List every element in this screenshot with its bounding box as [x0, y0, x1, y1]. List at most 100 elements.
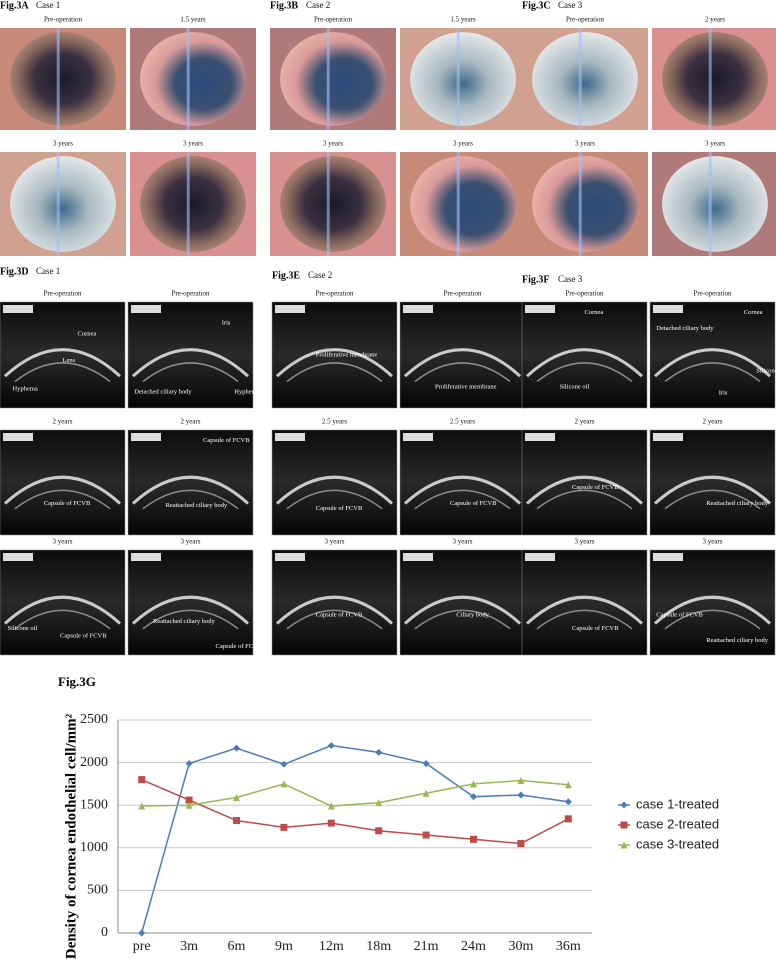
image-caption: 2 years: [52, 418, 72, 426]
echo-arc: [14, 489, 111, 510]
point: [327, 742, 335, 750]
gain-box: [3, 553, 33, 561]
image-caption: 3 years: [575, 140, 595, 148]
annotation: Capsule of FCVB: [572, 625, 619, 632]
point: [375, 827, 383, 835]
point: [470, 835, 477, 843]
series-line: [141, 779, 569, 807]
echo-arc: [14, 362, 111, 383]
ultrasound-image: [521, 301, 648, 409]
gain-box: [403, 553, 433, 561]
image-caption: 2 years: [702, 418, 722, 426]
annotation: Silicone oil: [560, 383, 590, 390]
echo-arc: [536, 489, 633, 510]
gain-box: [525, 305, 555, 313]
ultrasound-image: [127, 549, 254, 656]
ultrasound-image: [649, 549, 776, 656]
echo-arc: [664, 489, 761, 510]
echo-arc: [653, 475, 772, 505]
panel-case: Case 2: [308, 270, 332, 280]
point: [517, 840, 525, 848]
image-caption: 3 years: [183, 140, 203, 148]
image-caption: 3 years: [53, 140, 73, 148]
image-caption: Pre-operation: [171, 290, 210, 298]
echo-arc: [536, 362, 633, 383]
eye-iris: [532, 156, 638, 252]
image-caption: 3 years: [705, 140, 725, 148]
image-caption: Pre-operation: [565, 290, 604, 298]
annotation: Reattached ciliary body: [166, 502, 228, 509]
annotation: Capsule of FCVB: [44, 500, 91, 507]
image-caption: 1.5 years: [450, 16, 476, 24]
gain-box: [525, 553, 555, 561]
slit-beam: [578, 28, 582, 130]
image-caption: 2 years: [180, 418, 200, 426]
annotation: Proliferative membrane: [316, 351, 378, 358]
x-tick-label: 6m: [228, 939, 246, 954]
annotation: Capsule of FCVB: [316, 505, 363, 512]
panel-case: Case 2: [306, 0, 330, 10]
echo-arc: [142, 362, 239, 383]
chart-title: Fig.3G: [58, 674, 96, 689]
point: [375, 799, 383, 807]
eye-iris: [280, 32, 386, 126]
eye-iris: [10, 32, 116, 126]
echo-arc: [414, 489, 511, 510]
eye-iris: [140, 32, 246, 126]
slit-beam: [456, 152, 460, 256]
annotation: Iris: [719, 390, 728, 397]
ultrasound-image: [271, 429, 398, 536]
echo-arc: [3, 348, 122, 378]
gain-box: [525, 433, 555, 441]
ultrasound-image: [649, 429, 776, 536]
echo-arc: [286, 609, 383, 630]
panel-case: Case 1: [36, 266, 60, 276]
ultrasound-image: [271, 301, 398, 409]
eye-iris: [10, 156, 116, 252]
gain-box: [403, 305, 433, 313]
gain-box: [403, 433, 433, 441]
image-caption: 3 years: [453, 140, 473, 148]
echo-arc: [414, 362, 511, 383]
gain-box: [3, 305, 33, 313]
panel-case: Case 3: [558, 274, 583, 284]
panel-case: Case 3: [558, 0, 583, 10]
x-tick-label: pre: [133, 939, 151, 954]
legend-marker: [620, 821, 628, 829]
echo-arc: [142, 609, 239, 630]
ultrasound-image: [521, 549, 648, 656]
slit-beam: [708, 152, 712, 256]
y-axis-title: Density of cornea endothelial cell/mm²: [63, 713, 79, 959]
y-tick-label: 2000: [80, 755, 108, 770]
gain-box: [131, 553, 161, 561]
legend-marker: [620, 841, 628, 849]
echo-arc: [131, 475, 250, 505]
image-caption: 2.5 years: [322, 418, 348, 426]
echo-arc: [286, 489, 383, 510]
ultrasound-image: [649, 301, 776, 409]
annotation: Capsule of FCVB: [572, 484, 619, 491]
point: [327, 802, 335, 810]
point: [470, 793, 477, 801]
slit-beam: [578, 152, 582, 256]
echo-arc: [131, 348, 250, 378]
image-caption: 3 years: [702, 538, 722, 546]
slit-beam: [708, 28, 712, 130]
echo-arc: [525, 348, 644, 378]
gain-box: [653, 433, 683, 441]
slit-beam: [456, 28, 460, 130]
image-caption: 1.5 years: [180, 16, 206, 24]
gain-box: [275, 433, 305, 441]
eye-iris: [662, 32, 768, 126]
eye-iris: [532, 32, 638, 126]
eye-iris: [410, 156, 516, 252]
eye-iris: [140, 156, 246, 252]
gain-box: [131, 433, 161, 441]
annotation: Iris: [222, 320, 231, 327]
point: [138, 802, 146, 810]
point: [280, 823, 288, 831]
annotation: Capsule of FCVB: [450, 500, 497, 507]
eye-iris: [280, 156, 386, 252]
annotation: Ciliary body: [456, 612, 489, 619]
echo-arc: [403, 348, 522, 378]
